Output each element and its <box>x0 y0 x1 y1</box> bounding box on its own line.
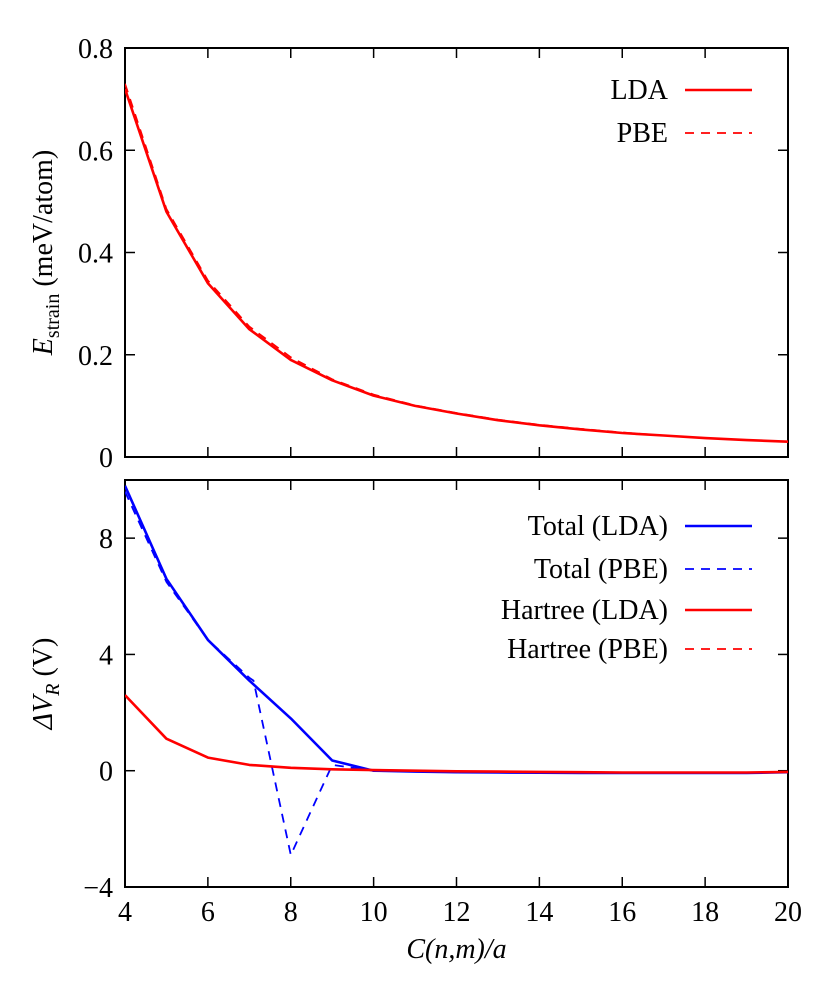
x-tick-label: 4 <box>118 897 132 928</box>
y-axis-title: ΔVR (V) <box>28 638 64 731</box>
series-line-0 <box>125 88 788 443</box>
series-line-3 <box>125 694 788 774</box>
legend-label: PBE <box>617 118 668 149</box>
series-group <box>125 83 788 443</box>
y-tick-label: 8 <box>99 524 113 555</box>
x-tick-label: 6 <box>201 897 215 928</box>
y-tick-label: 0.4 <box>78 239 113 270</box>
x-tick-label: 10 <box>360 897 388 928</box>
plot-frame <box>124 479 789 888</box>
series-group <box>125 485 788 856</box>
y-tick-label: 0.2 <box>78 341 113 372</box>
x-axis-title: C(n,m)/a <box>406 934 506 965</box>
series-line-1 <box>125 83 788 443</box>
legend-label: Hartree (LDA) <box>501 595 668 626</box>
legend-label: LDA <box>610 75 668 106</box>
y-tick-label: 0.6 <box>78 136 113 167</box>
legend-label: Total (LDA) <box>528 511 668 542</box>
legend-label: Total (PBE) <box>534 554 668 585</box>
plot-frame <box>124 47 789 458</box>
y-tick-label: 4 <box>99 640 113 671</box>
series-line-0 <box>125 485 788 775</box>
x-tick-label: 16 <box>608 897 636 928</box>
x-tick-label: 12 <box>443 897 471 928</box>
x-tick-label: 20 <box>774 897 802 928</box>
x-tick-label: 14 <box>525 897 553 928</box>
y-tick-label: 0.8 <box>78 34 113 65</box>
legend-label: Hartree (PBE) <box>507 634 668 665</box>
y-tick-label: 0 <box>99 443 113 474</box>
series-line-1 <box>125 491 788 856</box>
series-line-2 <box>125 694 788 774</box>
y-axis-title: Estrain (meV/atom) <box>28 150 64 356</box>
panel-1: −4 0 4 8 4 6 8 10 12 14 16 18 20 Total (LDA) Total (PB… <box>28 479 802 965</box>
y-tick-label: 0 <box>99 757 113 788</box>
panel-0: 0 0.2 0.4 0.6 0.8 LDA PBE Estrain (meV/atom) <box>28 34 789 474</box>
x-tick-label: 8 <box>284 897 298 928</box>
y-tick-label: −4 <box>83 873 113 904</box>
x-tick-label: 18 <box>691 897 719 928</box>
